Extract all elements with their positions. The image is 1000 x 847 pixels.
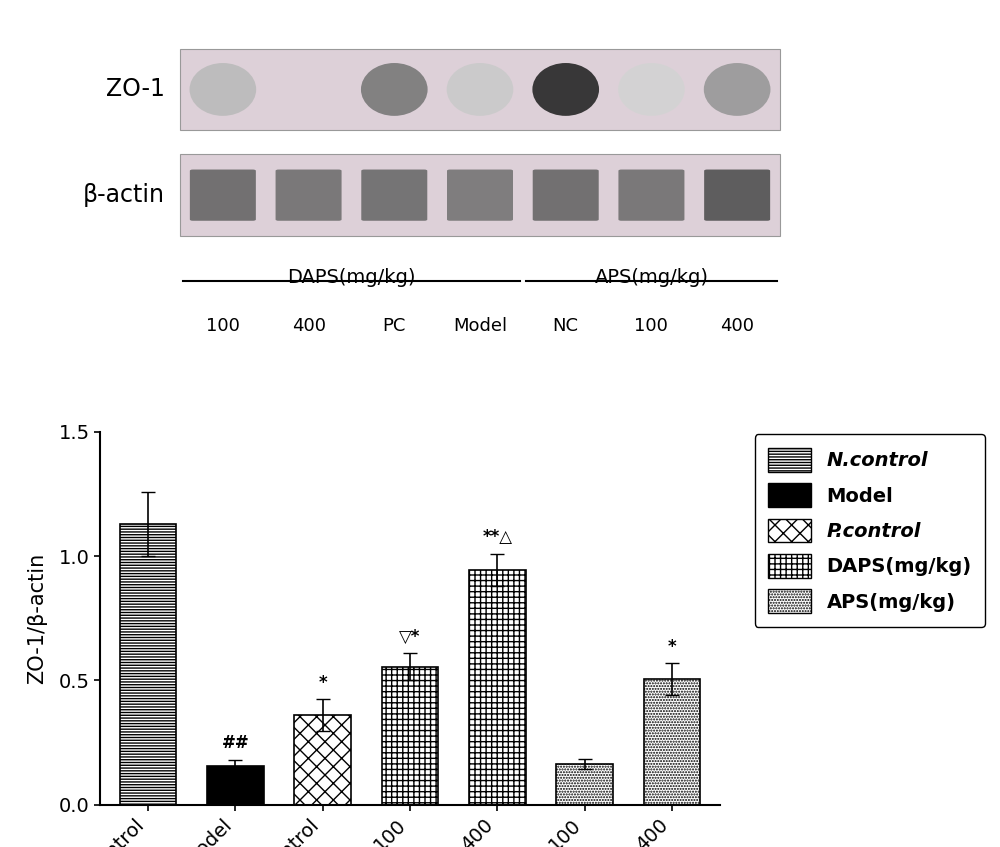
- FancyBboxPatch shape: [447, 169, 513, 221]
- FancyBboxPatch shape: [618, 169, 684, 221]
- Text: 400: 400: [292, 317, 326, 335]
- Ellipse shape: [361, 63, 428, 116]
- Text: NC: NC: [553, 317, 579, 335]
- Text: APS(mg/kg): APS(mg/kg): [594, 268, 708, 287]
- Text: ▽*: ▽*: [399, 628, 421, 645]
- FancyBboxPatch shape: [361, 169, 427, 221]
- Text: 100: 100: [206, 317, 240, 335]
- Text: *: *: [318, 673, 327, 692]
- Text: 400: 400: [720, 317, 754, 335]
- Text: β-actin: β-actin: [83, 183, 165, 208]
- Text: **△: **△: [482, 529, 512, 546]
- FancyBboxPatch shape: [180, 154, 780, 235]
- Bar: [644, 679, 700, 805]
- Ellipse shape: [447, 63, 513, 116]
- Ellipse shape: [532, 63, 599, 116]
- Text: 100: 100: [634, 317, 668, 335]
- Bar: [120, 524, 176, 805]
- Ellipse shape: [618, 63, 685, 116]
- FancyBboxPatch shape: [180, 49, 780, 130]
- Ellipse shape: [704, 63, 770, 116]
- Text: ZO-1: ZO-1: [106, 77, 165, 102]
- Text: PC: PC: [383, 317, 406, 335]
- Bar: [556, 764, 613, 805]
- Bar: [207, 767, 264, 805]
- Ellipse shape: [190, 63, 256, 116]
- Text: *: *: [668, 638, 676, 656]
- Bar: [382, 667, 438, 805]
- Text: DAPS(mg/kg): DAPS(mg/kg): [287, 268, 416, 287]
- FancyBboxPatch shape: [190, 169, 256, 221]
- Y-axis label: ZO-1/β-actin: ZO-1/β-actin: [27, 553, 47, 684]
- Legend: N.control, Model, P.control, DAPS(mg/kg), APS(mg/kg): N.control, Model, P.control, DAPS(mg/kg)…: [755, 435, 985, 627]
- FancyBboxPatch shape: [533, 169, 599, 221]
- Bar: [294, 715, 351, 805]
- FancyBboxPatch shape: [276, 169, 342, 221]
- Bar: [469, 570, 526, 805]
- FancyBboxPatch shape: [704, 169, 770, 221]
- Text: ##: ##: [221, 734, 249, 752]
- Text: Model: Model: [453, 317, 507, 335]
